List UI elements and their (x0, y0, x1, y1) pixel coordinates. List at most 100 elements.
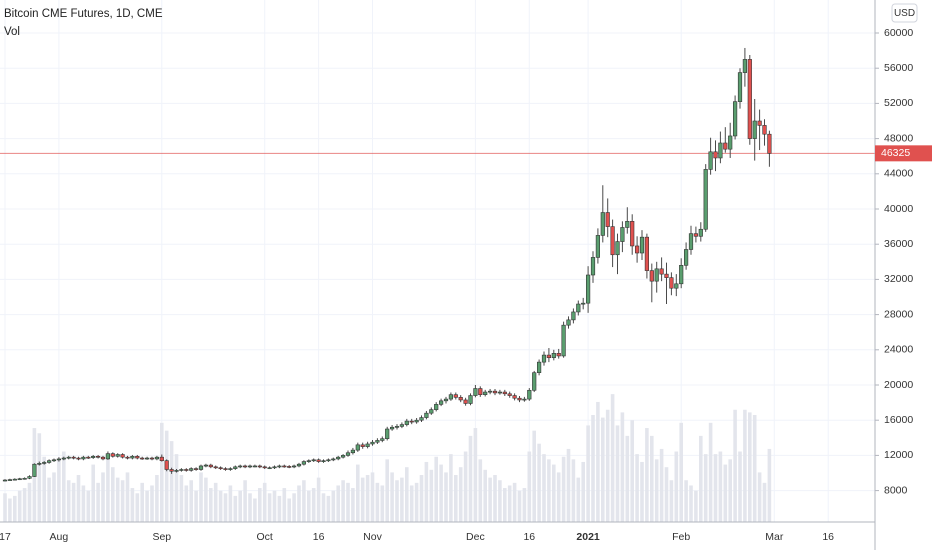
volume-bar (380, 485, 385, 522)
candle-body (174, 470, 179, 472)
volume-bar (718, 451, 723, 522)
candle-body (483, 391, 488, 395)
currency-label[interactable]: USD (894, 8, 915, 19)
candle-body (429, 409, 434, 414)
volume-bar (71, 482, 76, 522)
candle-body (571, 311, 576, 321)
y-tick-label: 8000 (884, 484, 908, 496)
candle-body (375, 440, 380, 443)
candle-body (419, 417, 424, 421)
candle-body (468, 395, 473, 404)
chart-title: Bitcoin CME Futures, 1D, CME (4, 8, 163, 20)
volume-bar (478, 459, 483, 522)
candle-body (179, 469, 184, 471)
candle-body (159, 456, 164, 461)
candle-body (728, 135, 733, 150)
candle-body (56, 458, 61, 461)
candle-body (12, 478, 17, 481)
volume-label: Vol (4, 26, 20, 38)
candle-body (96, 455, 101, 458)
volume-bar (640, 461, 644, 522)
candle-body (590, 257, 596, 276)
candle-body (737, 72, 743, 102)
candle-body (27, 476, 32, 479)
candle-body (61, 457, 66, 460)
candle-body (394, 426, 400, 428)
candle-body (326, 459, 331, 462)
candle-body (287, 466, 292, 468)
volume-bar (47, 477, 51, 522)
volume-bar (620, 412, 625, 522)
volume-bar (659, 448, 664, 522)
y-tick-label: 12000 (884, 449, 913, 461)
volume-bar (150, 485, 154, 522)
candle-body (487, 390, 493, 393)
volume-bar (517, 490, 522, 522)
y-tick-label: 28000 (884, 308, 913, 320)
volume-bar (262, 482, 267, 522)
volume-bar (91, 464, 95, 522)
volume-bar (527, 451, 532, 522)
x-tick-label: 16 (313, 531, 325, 543)
candle-body (311, 459, 316, 462)
volume-bar (351, 488, 355, 522)
candle-body (674, 283, 679, 289)
volume-bar (145, 490, 149, 522)
volume-bar (321, 493, 326, 522)
volume-bar (728, 459, 732, 522)
candle-body (512, 395, 517, 399)
volume-bar (297, 485, 301, 522)
candle-body (252, 465, 258, 468)
volume-bar (307, 490, 311, 522)
candle-body (306, 460, 311, 462)
volume-bar (733, 409, 737, 522)
candle-body (316, 459, 321, 462)
candle-body (115, 454, 120, 457)
x-tick-label: Sep (152, 531, 171, 543)
candle-body (698, 228, 703, 237)
volume-bar (571, 459, 576, 522)
volume-bar (282, 488, 287, 522)
volume-bar (664, 467, 669, 522)
candle-body (757, 120, 762, 126)
volume-bar (429, 469, 434, 522)
candle-body (404, 420, 409, 425)
candle-body (262, 466, 267, 469)
x-tick-label: Oct (257, 531, 273, 543)
volume-bar (576, 477, 581, 522)
volume-bar (101, 472, 105, 522)
volume-bar (375, 482, 380, 522)
candle-body (438, 400, 444, 405)
volume-bar (267, 493, 272, 522)
candle-body (546, 354, 551, 359)
volume-bar (248, 493, 252, 522)
volume-bar (125, 472, 130, 522)
candle-body (762, 125, 767, 135)
currency-box[interactable] (891, 3, 918, 23)
volume-bar (463, 451, 468, 522)
candle-body (561, 324, 566, 357)
candle-body (399, 424, 405, 427)
volume-bar (503, 488, 507, 522)
volume-bar (8, 498, 12, 522)
candle-body (708, 151, 713, 170)
volume-bar (326, 495, 331, 522)
candle-body (595, 235, 600, 258)
volume-bar (81, 485, 86, 522)
volume-bar (424, 461, 429, 522)
volume-bar (209, 488, 213, 522)
candle-body (272, 466, 277, 469)
candle-body (37, 463, 42, 465)
candle-body (2, 479, 8, 482)
candle-body (463, 399, 468, 404)
candle-body (541, 354, 547, 363)
candle-body (644, 236, 649, 271)
x-tick-label: Aug (50, 531, 69, 543)
candle-body (458, 397, 463, 401)
volume-bar (184, 485, 189, 522)
volume-bar (699, 435, 703, 522)
volume-bar (213, 482, 218, 522)
volume-bar (586, 425, 590, 522)
x-tick-label: Nov (363, 531, 382, 543)
volume-bar (566, 448, 571, 522)
